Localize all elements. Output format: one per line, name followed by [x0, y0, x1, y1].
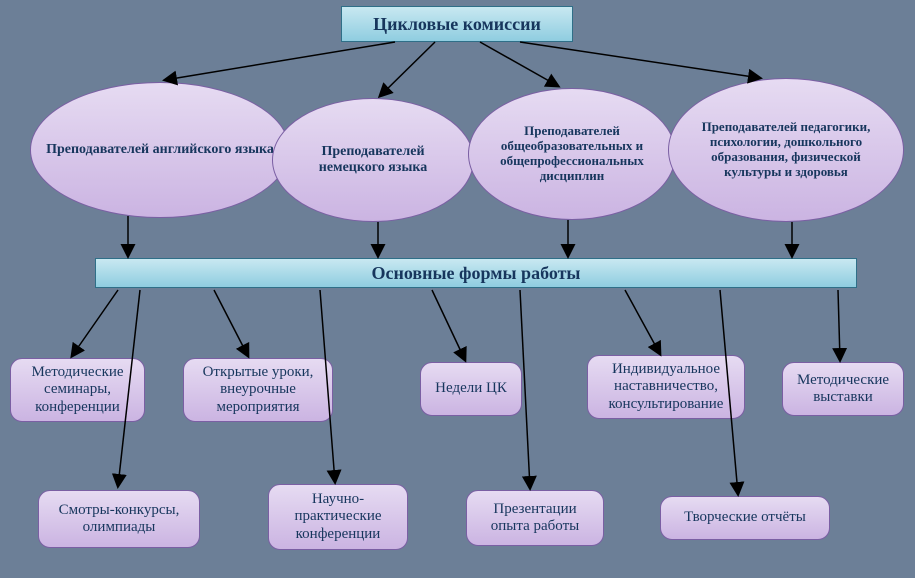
- box-b4: Индивидуальное наставничество, консульти…: [587, 355, 745, 419]
- diagram-canvas: Цикловые комиссии Основные формы работы Пр…: [0, 0, 915, 578]
- header-cycle-commissions: Цикловые комиссии: [341, 6, 573, 42]
- box-b1: Методические семинары, конференции: [10, 358, 145, 422]
- ellipse-e4: Преподавателей педагогики, психологии, д…: [668, 78, 904, 222]
- box-b9: Творческие отчёты: [660, 496, 830, 540]
- box-b5: Методические выставки: [782, 362, 904, 416]
- box-b8: Презентации опыта работы: [466, 490, 604, 546]
- ellipse-e3: Преподавателей общеобразовательных и общ…: [468, 88, 676, 220]
- box-b6: Смотры-конкурсы, олимпиады: [38, 490, 200, 548]
- ellipse-e2: Преподавателей немецкого языка: [272, 98, 474, 222]
- box-b3: Недели ЦК: [420, 362, 522, 416]
- header-work-forms: Основные формы работы: [95, 258, 857, 288]
- ellipse-e1: Преподавателей английского языка: [30, 82, 290, 218]
- box-b2: Открытые уроки, внеурочные мероприятия: [183, 358, 333, 422]
- box-b7: Научно-практические конференции: [268, 484, 408, 550]
